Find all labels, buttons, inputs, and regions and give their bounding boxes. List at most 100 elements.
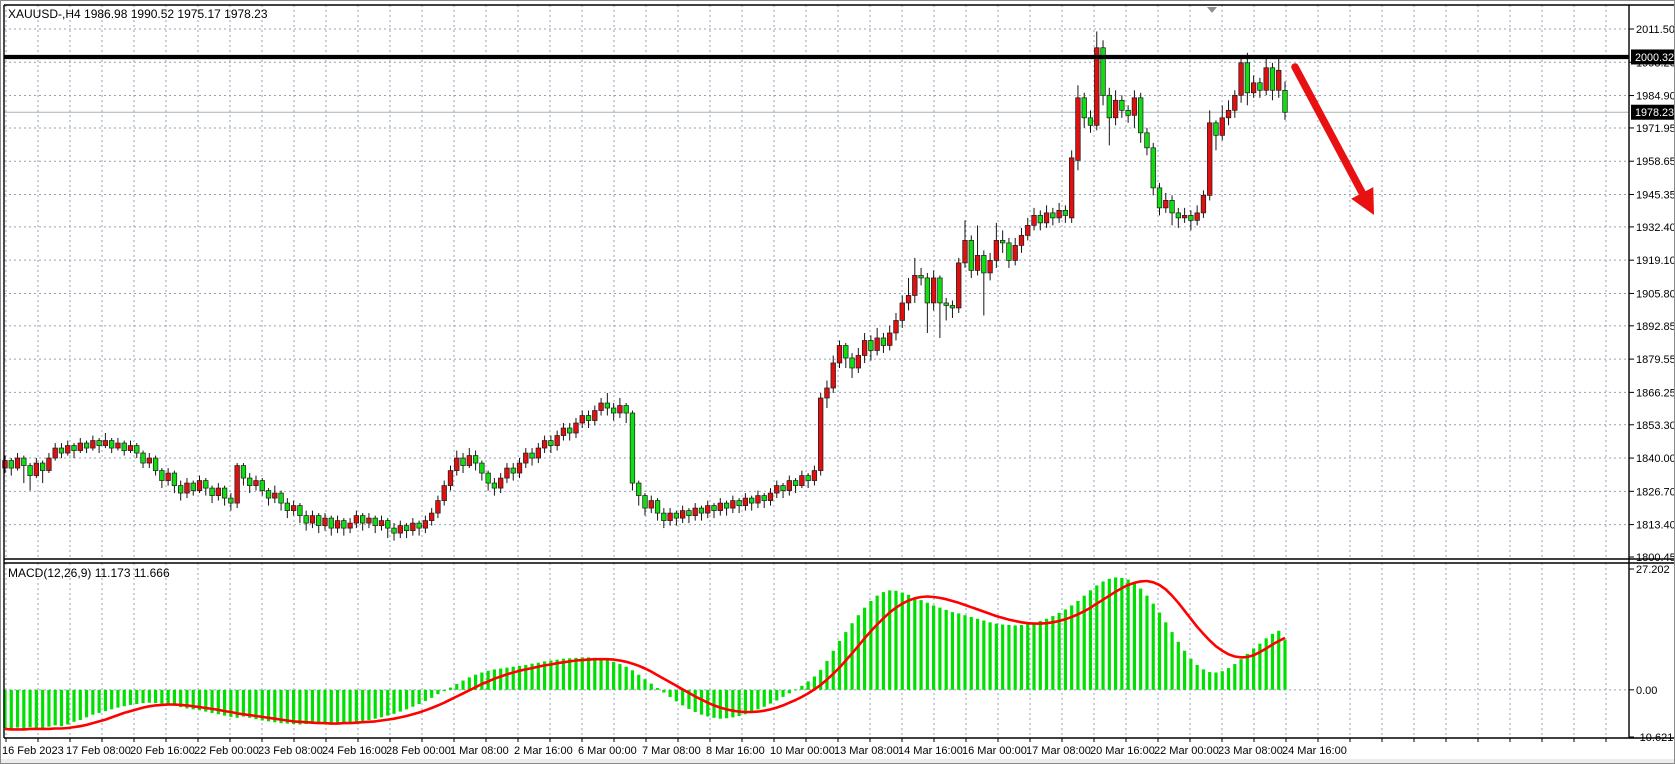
candle-body [109,440,115,449]
macd-bar [1151,603,1155,690]
candle-body [723,502,730,509]
macd-bar [505,667,509,690]
candle-body [962,240,968,264]
candle-body [65,445,71,454]
chart-title-ohlc: XAUUSD-,H4 1986.98 1990.52 1975.17 1978.… [8,7,268,21]
candle-body [178,485,184,494]
candle-body [472,455,479,464]
candle-body [887,332,893,346]
macd-bar [1126,579,1130,690]
macd-bar [304,689,308,725]
macd-bar [793,689,798,691]
candle-body [403,525,410,531]
candle-body [836,345,843,364]
macd-bar [1145,595,1149,690]
candle-body [1050,212,1056,219]
candle-body [937,277,943,304]
macd-bar [41,689,45,730]
candle-body [1225,109,1232,119]
macd-bar [681,689,685,706]
macd-bar [430,689,434,698]
candle-body [491,482,498,489]
candle-body [585,415,592,421]
time-axis-label: 24 Mar 16:00 [1282,745,1347,757]
macd-bar [925,602,929,690]
candle-body [366,517,372,524]
macd-bar [687,689,691,709]
time-axis[interactable]: 16 Feb 2023 17 Feb 08:00 20 Feb 16:00 22 Fe… [2,738,1607,757]
macd-bar [279,689,283,724]
candle-body [353,515,360,524]
macd-bar [750,689,754,713]
candle-body [573,422,579,434]
candle-body [1150,147,1156,189]
time-axis-label: 10 Mar 00:00 [770,745,835,757]
macd-bar [1264,638,1268,690]
candle-body [598,402,604,411]
candle-body [667,512,673,521]
chart-shift-marker-icon[interactable] [1207,7,1217,13]
candle-body [196,480,203,491]
macd-bar [524,664,528,690]
candle-body [849,357,855,369]
macd-bar [78,689,82,721]
macd-bar [28,689,32,728]
candle-body [579,415,585,424]
price-axis-label: 1879.55 [1636,354,1675,366]
price-badge-label: 2000.32 [1635,52,1674,64]
macd-indicator-label: MACD(12,26,9) 11.173 11.666 [8,566,170,580]
candle-body [102,440,109,446]
candle-body [215,487,221,496]
candle-body [1213,122,1219,136]
macd-bar [436,689,440,695]
macd-bar [1107,578,1111,690]
candle-body [454,457,460,471]
macd-bar [266,689,271,722]
candle-body [71,445,77,451]
sell-arrow-annotation[interactable] [1291,63,1374,215]
candle-body [592,410,598,421]
macd-bar [97,689,101,713]
candle-body [52,447,58,459]
candle-body [905,295,912,304]
macd-bar [800,685,804,690]
candle-body [134,445,140,454]
candle-body [1087,117,1094,126]
arrow-shaft [1291,63,1366,197]
macd-bar [392,689,396,714]
candle-body [234,465,240,504]
macd-bar [473,674,478,690]
candle-body [1138,97,1144,134]
time-axis-label: 13 Mar 08:00 [834,745,899,757]
price-axis-label: 1892.85 [1636,321,1675,333]
macd-bar [806,681,810,690]
candle-body [8,460,14,469]
candle-body [159,470,165,481]
macd-bar [969,616,973,690]
indicator-axis[interactable]: 27.202 0.00 -10.621 [1629,564,1673,744]
time-axis-label: 16 Mar 00:00 [962,745,1027,757]
candle-body [1012,245,1018,261]
candle-body [692,507,698,516]
macd-bar [536,662,540,690]
macd-bar [938,607,942,690]
candle-body [1163,200,1169,209]
candle-body [1257,82,1263,91]
price-axis[interactable]: 2011.501998.201984.901971.951958.651945.… [1629,24,1675,564]
macd-bar [15,689,20,728]
macd-bar [593,657,597,690]
macd-bar [1245,653,1249,690]
candle-body [661,512,667,521]
macd-bar [1088,590,1093,690]
macd-bar [1070,605,1074,690]
macd-bar [248,689,252,718]
candle-body [742,497,749,506]
candle-body [679,510,686,519]
candle-body [265,490,272,499]
macd-bar [950,612,955,690]
candle-body [855,355,861,369]
price-badge [1631,49,1674,65]
price-badge-label: 1978.23 [1635,107,1674,119]
candle-body [843,345,849,359]
